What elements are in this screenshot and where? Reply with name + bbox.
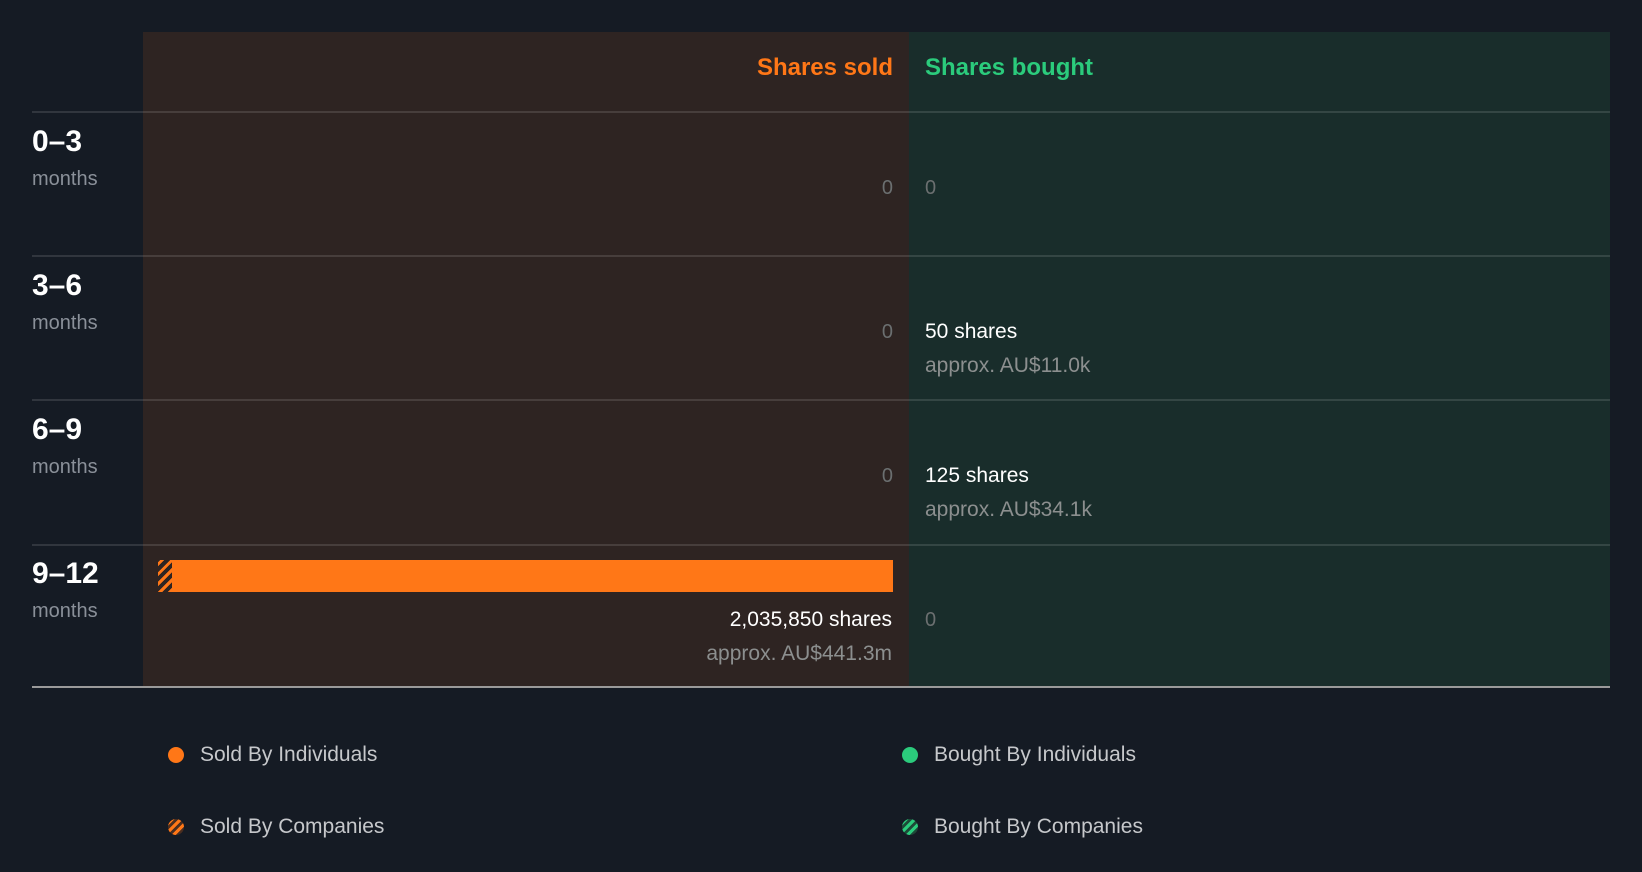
solid-orange-dot-icon: [168, 747, 184, 763]
legend-label: Sold By Companies: [200, 815, 385, 838]
legend-sold-companies: Sold By Companies: [168, 815, 384, 839]
row-divider: [32, 111, 1610, 113]
baseline: [32, 686, 1610, 688]
period-unit: months: [32, 600, 98, 622]
sold-by-companies-segment[interactable]: [158, 560, 172, 592]
hatched-green-dot-icon: [902, 819, 918, 835]
row-label-0-3: 0–3 months: [32, 124, 98, 191]
legend-sold-individuals: Sold By Individuals: [168, 743, 377, 767]
shares-bought-header: Shares bought: [925, 54, 1094, 81]
legend-label: Sold By Individuals: [200, 743, 378, 766]
legend-label: Bought By Individuals: [934, 743, 1136, 766]
period: 6–9: [32, 413, 83, 446]
period: 9–12: [32, 557, 99, 590]
row-label-3-6: 3–6 months: [32, 268, 98, 335]
shares-sold-header: Shares sold: [756, 54, 893, 81]
row-label-9-12: 9–12 months: [32, 556, 99, 623]
solid-green-dot-icon: [902, 747, 918, 763]
bought-approx: approx. AU$34.1k: [925, 498, 1092, 521]
bought-value: 0: [925, 177, 937, 199]
bought-approx: approx. AU$11.0k: [925, 354, 1091, 377]
bought-panel: [909, 32, 1610, 687]
row-divider: [32, 399, 1610, 401]
sold-value: 0: [881, 321, 893, 343]
bought-shares: 125 shares: [925, 464, 1029, 487]
legend-bought-companies: Bought By Companies: [902, 815, 1143, 839]
period-unit: months: [32, 312, 98, 334]
bought-value: 50 shares approx. AU$11.0k: [925, 320, 1090, 378]
legend-label: Bought By Companies: [934, 815, 1143, 838]
sold-by-individuals-segment[interactable]: [172, 560, 893, 592]
period: 3–6: [32, 269, 83, 302]
period-unit: months: [32, 456, 98, 478]
bought-value: 125 shares approx. AU$34.1k: [925, 464, 1092, 522]
period-unit: months: [32, 168, 98, 190]
sold-bar-9-12[interactable]: [158, 560, 893, 592]
row-divider: [32, 255, 1610, 257]
sold-value: 0: [881, 465, 893, 487]
bought-value: 0: [925, 609, 937, 631]
sold-shares: 2,035,850 shares: [729, 608, 892, 631]
sold-value: 2,035,850 shares approx. AU$441.3m: [706, 608, 892, 666]
row-label-6-9: 6–9 months: [32, 412, 98, 479]
row-divider: [32, 544, 1610, 546]
bought-shares: 50 shares: [925, 320, 1018, 343]
hatched-orange-dot-icon: [168, 819, 184, 835]
sold-value: 0: [881, 177, 893, 199]
period: 0–3: [32, 125, 83, 158]
sold-approx: approx. AU$441.3m: [706, 642, 892, 665]
legend-bought-individuals: Bought By Individuals: [902, 743, 1136, 767]
